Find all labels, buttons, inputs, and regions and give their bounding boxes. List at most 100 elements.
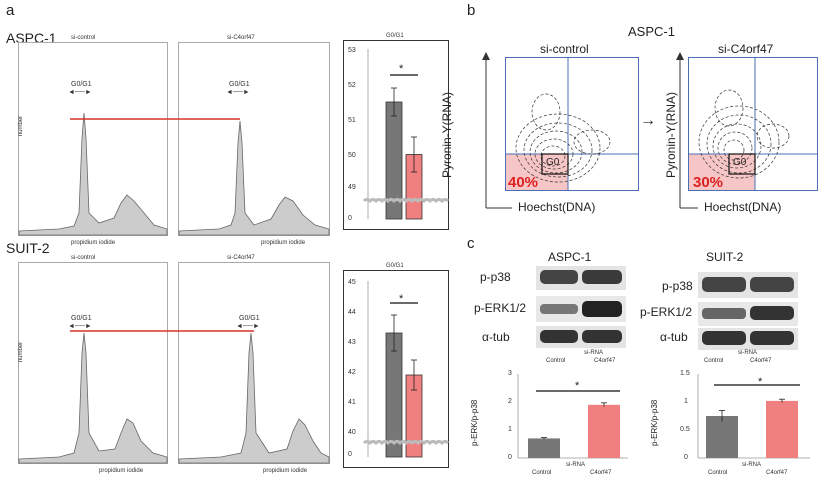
aspc-g0g1-bar-frame: G0/G1 53 52 51 50 49 0 * — [343, 33, 450, 230]
flow-plot-control: G0 40% — [505, 57, 639, 191]
aspc-tick-2: 51 — [348, 117, 356, 124]
flow-knockdown-y-label: Pyronin-Y(RNA) — [664, 91, 678, 178]
suit-ratio-bar-0 — [706, 416, 738, 458]
suit-tick-0: 45 — [348, 279, 356, 286]
aspc-hist-knockdown: si-C4orf47 G0/G1 ◄──► propidium iodide — [178, 35, 330, 246]
aspc-lane-control: Control — [546, 358, 566, 364]
aspc-ratio-star: * — [575, 380, 580, 392]
suit-x-label-2: propidium iodide — [263, 468, 308, 474]
aspc-sirna-label: si-RNA — [584, 350, 603, 356]
flow-control-title: si-control — [540, 42, 589, 56]
aspc-x-label-1: propidium iodide — [71, 240, 116, 246]
suit-ratio-chart-svg — [697, 374, 810, 459]
aspc-peak-label-2: G0/G1 — [229, 81, 250, 88]
suit-tick-4: 41 — [348, 399, 356, 406]
suit-significance-star: * — [399, 293, 404, 305]
aspc-hist-control-title: si-control — [71, 35, 96, 41]
suit-tick-3: 42 — [348, 369, 356, 376]
suit-hist-control: si-control number G0/G1 ◄──► propidium i… — [18, 255, 168, 474]
flow-plot-knockdown: G0 30% — [688, 57, 818, 191]
flow-control-gate-label: G0 — [546, 157, 560, 168]
flow-control-percent: 40% — [508, 174, 539, 191]
aspc-significance-star: * — [399, 63, 404, 75]
suit-blot-label-tub: α-tub — [660, 330, 688, 344]
panel-b-letter: b — [467, 2, 476, 19]
aspc-tick-0: 53 — [348, 47, 356, 54]
aspc-ratio-cat-c4orf47: C4orf47 — [590, 470, 612, 476]
suit-sirna-label: si-RNA — [738, 350, 757, 356]
suit-peak-arrow-1: ◄──► — [68, 323, 92, 330]
suit-g0g1-bar-0 — [385, 332, 403, 458]
aspc-tick-1: 52 — [348, 82, 356, 89]
aspc-ratio-y-label: p-ERK/p-p38 — [470, 399, 479, 446]
suit-g0g1-bar-frame: G0/G1 45 44 43 42 41 40 0 * — [343, 263, 450, 468]
flow-knockdown-gate-label: G0 — [733, 157, 747, 168]
blot-suit-title: SUIT-2 — [706, 250, 744, 264]
aspc-ratio-chart-svg — [517, 374, 628, 459]
suit-peak-arrow-2: ◄──► — [236, 323, 260, 330]
aspc-y-label-1: number — [18, 115, 25, 137]
aspc-ratio-chart: 3 2 1 0 p-ERK/p-p38 * si-RNA Control C4o… — [470, 370, 630, 482]
aspc-ratio-tick-2: 1 — [508, 426, 512, 433]
panel-c-letter: c — [467, 235, 475, 252]
aspc-peak-label-1: G0/G1 — [71, 81, 92, 88]
aspc-ratio-tick-1: 2 — [508, 398, 512, 405]
aspc-ratio-tick-3: 0 — [508, 454, 512, 461]
suit-ratio-chart: 1.5 1 0.5 0 p-ERK/p-p38 * si-RNA Control… — [650, 370, 820, 482]
suit-cell-line-label: SUIT-2 — [6, 240, 50, 256]
suit-hist-knockdown: si-C4orf47 G0/G1 ◄──► propidium iodide — [178, 255, 330, 474]
suit-ratio-cat-c4orf47: C4orf47 — [766, 470, 788, 476]
suit-tick-6: 0 — [348, 451, 352, 458]
aspc-hist-control-plot — [18, 112, 168, 236]
suit-blot-label-pp38: p-p38 — [662, 279, 693, 293]
aspc-g0g1-bar-chart — [362, 49, 450, 220]
aspc-lane-c4orf47: C4orf47 — [594, 358, 616, 364]
aspc-bar-title: G0/G1 — [386, 33, 404, 39]
suit-peak-label-2: G0/G1 — [239, 315, 260, 322]
suit-y-label-1: number — [18, 341, 25, 363]
panel-a-letter: a — [6, 2, 15, 19]
suit-tick-2: 43 — [348, 339, 356, 346]
flow-knockdown-percent: 30% — [693, 174, 724, 191]
aspc-tick-5: 0 — [348, 215, 352, 222]
aspc-tick-4: 49 — [348, 184, 356, 191]
suit-blot-label-perk: p-ERK1/2 — [640, 305, 693, 319]
flow-arrow: → — [640, 112, 656, 129]
aspc-hist-knockdown-title: si-C4orf47 — [227, 35, 255, 41]
flow-plot-knockdown-svg — [689, 58, 817, 190]
aspc-g0g1-axis-break — [362, 198, 450, 204]
suit-ratio-star: * — [758, 376, 763, 388]
aspc-tick-3: 50 — [348, 152, 356, 159]
suit-bar-title: G0/G1 — [386, 263, 404, 269]
panel-b-title: ASPC-1 — [628, 24, 675, 39]
blot-aspc-title: ASPC-1 — [548, 250, 592, 264]
aspc-ratio-sirna: si-RNA — [566, 462, 585, 468]
suit-ratio-tick-2: 0.5 — [680, 426, 690, 433]
suit-g0g1-bar-chart — [362, 281, 450, 458]
aspc-hist-control: si-control number G0/G1 ◄──► propidium i… — [18, 35, 168, 246]
aspc-ratio-cat-control: Control — [532, 470, 552, 476]
suit-hist-knockdown-title: si-C4orf47 — [227, 255, 255, 261]
aspc-blot-label-pp38: p-p38 — [480, 270, 511, 284]
flow-control-y-label: Pyronin-Y(RNA) — [440, 91, 454, 178]
aspc-peak-arrow-2: ◄──► — [226, 89, 250, 96]
aspc-x-label-2: propidium iodide — [261, 240, 306, 246]
suit-peak-label-1: G0/G1 — [71, 315, 92, 322]
flow-control-x-label: Hoechst(DNA) — [518, 200, 596, 214]
flow-plot-control-svg — [506, 58, 638, 190]
suit-lane-c4orf47: C4orf47 — [750, 358, 772, 364]
suit-ratio-tick-1: 1 — [684, 398, 688, 405]
suit-lane-control: Control — [704, 358, 724, 364]
aspc-blot-label-perk: p-ERK1/2 — [474, 301, 527, 315]
aspc-ratio-bar-1 — [588, 404, 620, 458]
suit-hist-knockdown-plot — [178, 332, 330, 464]
suit-ratio-cat-control: Control — [708, 470, 728, 476]
suit-ratio-y-label: p-ERK/p-p38 — [650, 399, 659, 446]
flow-knockdown-x-label: Hoechst(DNA) — [704, 200, 782, 214]
flow-knockdown-title: si-C4orf47 — [718, 42, 774, 56]
suit-ratio-tick-0: 1.5 — [680, 370, 690, 377]
aspc-blot-label-tub: α-tub — [482, 330, 510, 344]
suit-ratio-sirna: si-RNA — [742, 462, 761, 468]
aspc-hist-knockdown-plot — [178, 120, 330, 236]
